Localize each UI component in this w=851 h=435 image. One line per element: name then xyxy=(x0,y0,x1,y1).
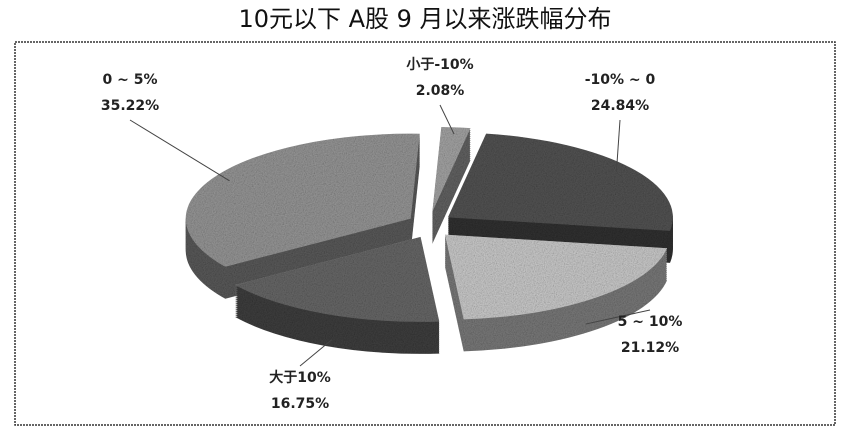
slice xyxy=(432,126,471,244)
category-label: -10% ~ 0 xyxy=(585,72,656,88)
slice xyxy=(444,234,668,352)
slice-top xyxy=(235,236,440,322)
slice xyxy=(185,133,420,299)
leader-line xyxy=(299,339,333,367)
data-label: 24.84% xyxy=(591,98,649,114)
data-label: 16.75% xyxy=(271,396,329,412)
leader-line xyxy=(129,119,230,182)
leader-line xyxy=(585,309,651,325)
category-label: 0 ~ 5% xyxy=(103,72,158,88)
plot-frame xyxy=(14,41,836,426)
leader-line xyxy=(615,119,621,172)
data-label: 2.08% xyxy=(416,83,465,99)
leader-line xyxy=(439,104,455,135)
data-label: 21.12% xyxy=(621,340,679,356)
slice-top xyxy=(447,133,673,231)
chart-title: 10元以下 A股 9 月以来涨跌幅分布 xyxy=(238,5,611,33)
category-label: 5 ~ 10% xyxy=(618,314,683,330)
slice xyxy=(447,133,673,263)
slice-top xyxy=(185,133,420,267)
slice-top xyxy=(432,126,471,212)
category-label: 小于-10% xyxy=(406,57,473,73)
slice-top xyxy=(444,234,668,320)
data-label: 35.22% xyxy=(101,98,159,114)
slice xyxy=(235,236,440,354)
category-label: 大于10% xyxy=(269,369,331,386)
